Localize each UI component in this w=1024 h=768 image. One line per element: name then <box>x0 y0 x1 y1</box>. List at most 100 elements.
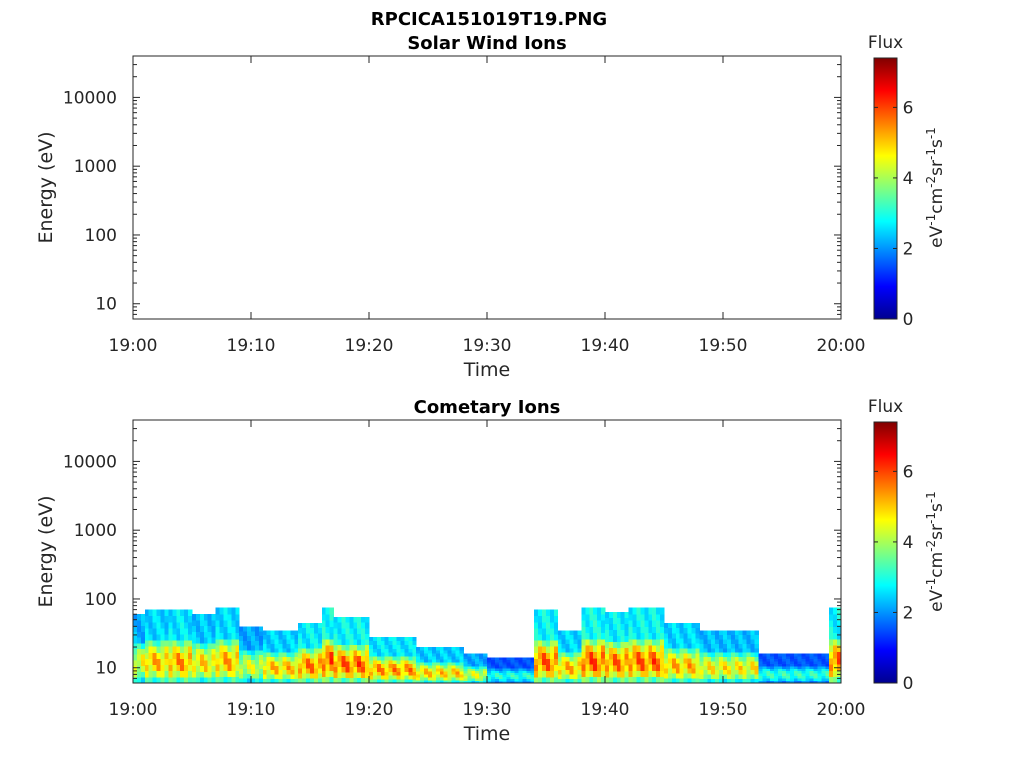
spectrogram-cell <box>349 627 354 634</box>
spectrogram-cell <box>778 661 783 664</box>
spectrogram-cell <box>683 632 688 639</box>
spectrogram-cell <box>522 661 527 665</box>
spectrogram-cell <box>329 613 334 621</box>
spectrogram-cell <box>227 676 232 684</box>
spectrogram-cell <box>439 659 445 663</box>
spectrogram-cell <box>223 645 228 652</box>
spectrogram-cell <box>494 670 500 673</box>
spectrogram-cell <box>463 670 468 674</box>
spectrogram-cell <box>345 638 350 645</box>
colorbar-tick-label: 2 <box>903 603 914 623</box>
spectrogram-cell <box>349 671 354 678</box>
spectrogram-cell <box>298 662 303 669</box>
spectrogram-cell <box>294 678 299 684</box>
spectrogram-cell <box>656 676 661 684</box>
spectrogram-cell <box>510 668 515 671</box>
spectrogram-cell <box>294 639 299 644</box>
spectrogram-cell <box>652 638 657 646</box>
spectrogram-cell <box>282 652 287 658</box>
spectrogram-cell <box>180 646 185 653</box>
spectrogram-cell <box>758 678 763 681</box>
spectrogram-cell <box>624 611 629 619</box>
spectrogram-cell <box>730 639 736 644</box>
spectrogram-cell <box>140 648 146 655</box>
spectrogram-cell <box>207 625 213 632</box>
spectrogram-cell <box>313 642 319 649</box>
spectrogram-cell <box>825 680 830 684</box>
spectrogram-cell <box>431 659 437 663</box>
spectrogram-cell <box>392 675 397 680</box>
spectrogram-cell <box>660 670 665 678</box>
spectrogram-cell <box>447 680 452 684</box>
spectrogram-cell <box>687 652 692 659</box>
spectrogram-cell <box>797 668 803 672</box>
spectrogram-cell <box>180 615 185 623</box>
spectrogram-cell <box>817 678 822 681</box>
spectrogram-cell <box>671 647 677 654</box>
spectrogram-cell <box>766 670 771 674</box>
x-tick-label: 19:30 <box>463 700 512 720</box>
x-tick-label: 19:10 <box>227 336 276 356</box>
spectrogram-cell <box>778 675 783 679</box>
spectrogram-cell <box>809 675 814 679</box>
spectrogram-cell <box>192 642 197 650</box>
spectrogram-cell <box>703 656 708 662</box>
spectrogram-cell <box>435 656 441 660</box>
spectrogram-cell <box>526 664 531 667</box>
spectrogram-cell <box>286 665 291 671</box>
spectrogram-cell <box>534 640 539 647</box>
spectrogram-cell <box>353 677 358 684</box>
spectrogram-cell <box>483 656 488 659</box>
spectrogram-cell <box>357 616 362 623</box>
spectrogram-cell <box>357 666 362 673</box>
spectrogram-cell <box>549 658 555 666</box>
spectrogram-cell <box>797 680 803 684</box>
spectrogram-cell <box>837 620 842 627</box>
spectrogram-cell <box>561 669 567 675</box>
spectrogram-cell <box>231 626 236 634</box>
spectrogram-cell <box>361 677 366 684</box>
spectrogram-cell <box>286 639 291 644</box>
spectrogram-cell <box>455 656 460 660</box>
spectrogram-cell <box>498 657 504 661</box>
spectrogram-cell <box>168 652 173 659</box>
spectrogram-cell <box>294 647 299 653</box>
spectrogram-cell <box>825 658 830 662</box>
spectrogram-cell <box>136 671 142 678</box>
spectrogram-cell <box>400 679 405 684</box>
spectrogram-cell <box>494 680 500 684</box>
spectrogram-cell <box>215 645 220 652</box>
x-tick-label: 19:40 <box>581 700 630 720</box>
spectrogram-cell <box>148 652 154 659</box>
spectrogram-cell <box>789 673 795 677</box>
spectrogram-cell <box>817 673 822 677</box>
spectrogram-cell <box>742 643 747 649</box>
spectrogram-cell <box>479 656 484 659</box>
spectrogram-cell <box>829 657 834 665</box>
spectrogram-cell <box>247 649 252 656</box>
spectrogram-cell <box>557 669 563 675</box>
spectrogram-cell <box>605 617 610 625</box>
spectrogram-cell <box>494 672 500 675</box>
spectrogram-cell <box>435 674 441 678</box>
spectrogram-cell <box>526 661 531 665</box>
spectrogram-cell <box>656 620 661 627</box>
spectrogram-cell <box>235 645 240 652</box>
spectrogram-cell <box>605 653 610 660</box>
spectrogram-cell <box>357 649 362 656</box>
spectrogram-cell <box>715 652 720 658</box>
spectrogram-cell <box>199 665 205 672</box>
spectrogram-cell <box>723 639 728 644</box>
spectrogram-cell <box>451 668 456 672</box>
spectrogram-cell <box>616 665 622 672</box>
spectrogram-cell <box>561 656 567 662</box>
spectrogram-cell <box>553 676 559 684</box>
spectrogram-cell <box>565 639 570 644</box>
spectrogram-cell <box>825 668 830 672</box>
spectrogram-cell <box>809 673 814 677</box>
spectrogram-cell <box>805 670 810 674</box>
spectrogram-cell <box>195 648 201 655</box>
spectrogram-cell <box>325 645 331 652</box>
spectrogram-cell <box>376 675 382 680</box>
spectrogram-cell <box>522 657 527 661</box>
